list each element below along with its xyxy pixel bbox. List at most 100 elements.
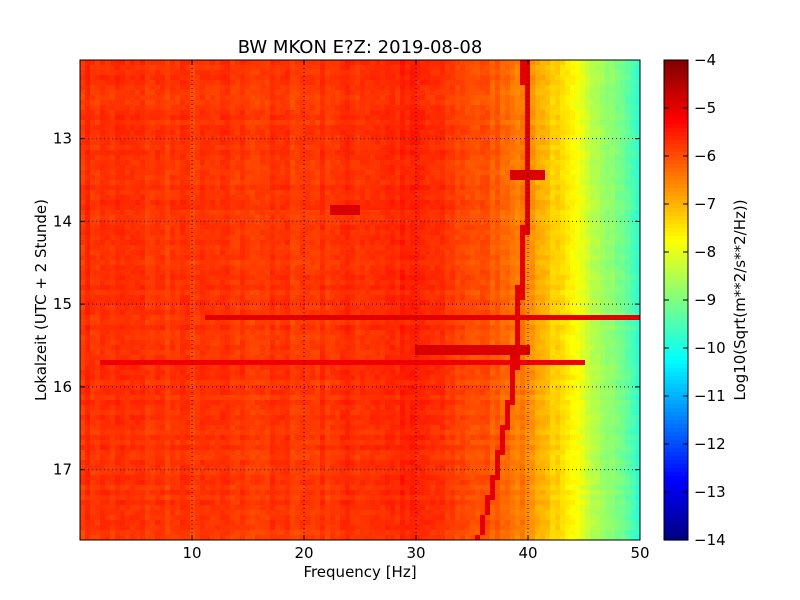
heatmap-cell <box>395 70 401 76</box>
heatmap-cell <box>305 230 311 236</box>
heatmap-cell <box>410 210 416 216</box>
heatmap-cell <box>620 65 626 71</box>
heatmap-cell <box>225 240 231 246</box>
heatmap-cell <box>595 250 601 256</box>
heatmap-cell <box>585 235 591 241</box>
heatmap-cell <box>620 150 626 156</box>
heatmap-cell <box>540 190 546 196</box>
heatmap-cell <box>90 270 96 276</box>
heatmap-cell <box>445 135 451 141</box>
heatmap-cell <box>400 245 406 251</box>
heatmap-cell <box>80 95 86 101</box>
heatmap-cell <box>330 235 336 241</box>
heatmap-cell <box>480 145 486 151</box>
heatmap-cell <box>115 215 121 221</box>
heatmap-cell <box>100 210 106 216</box>
heatmap-cell <box>585 185 591 191</box>
heatmap-cell <box>300 60 306 66</box>
heatmap-cell <box>165 200 171 206</box>
heatmap-cell <box>385 220 391 226</box>
heatmap-cell <box>545 155 551 161</box>
heatmap-cell <box>205 90 211 96</box>
heatmap-cell <box>230 245 236 251</box>
heatmap-cell <box>460 130 466 136</box>
heatmap-cell <box>295 230 301 236</box>
heatmap-cell <box>350 240 356 246</box>
heatmap-cell <box>280 255 286 261</box>
heatmap-cell <box>585 250 591 256</box>
heatmap-cell <box>120 195 126 201</box>
heatmap-cell <box>145 65 151 71</box>
heatmap-cell <box>435 160 441 166</box>
heatmap-cell <box>595 165 601 171</box>
heatmap-cell <box>300 175 306 181</box>
heatmap-cell <box>300 160 306 166</box>
heatmap-cell <box>335 80 341 86</box>
heatmap-cell <box>105 200 111 206</box>
heatmap-cell <box>540 275 546 281</box>
heatmap-cell <box>475 75 481 81</box>
heatmap-cell <box>250 190 256 196</box>
heatmap-cell <box>320 245 326 251</box>
heatmap-cell <box>135 115 141 121</box>
heatmap-cell <box>215 250 221 256</box>
heatmap-cell <box>95 110 101 116</box>
heatmap-cell <box>520 105 526 111</box>
heatmap-cell <box>105 210 111 216</box>
heatmap-cell <box>340 180 346 186</box>
heatmap-cell <box>185 215 191 221</box>
heatmap-cell <box>610 75 616 81</box>
heatmap-cell <box>455 200 461 206</box>
heatmap-cell <box>195 130 201 136</box>
heatmap-cell <box>325 140 331 146</box>
heatmap-cell <box>405 255 411 261</box>
heatmap-cell <box>445 170 451 176</box>
heatmap-cell <box>215 115 221 121</box>
heatmap-cell <box>530 220 536 226</box>
heatmap-cell <box>100 185 106 191</box>
heatmap-cell <box>465 225 471 231</box>
heatmap-cell <box>320 225 326 231</box>
heatmap-cell <box>530 75 536 81</box>
heatmap-cell <box>395 275 401 281</box>
heatmap-cell <box>450 175 456 181</box>
heatmap-cell <box>410 280 416 286</box>
heatmap-cell <box>440 140 446 146</box>
heatmap-cell <box>100 260 106 266</box>
heatmap-cell <box>265 175 271 181</box>
heatmap-cell <box>475 70 481 76</box>
heatmap-cell <box>135 210 141 216</box>
heatmap-cell <box>215 120 221 126</box>
heatmap-cell <box>545 80 551 86</box>
heatmap-cell <box>215 195 221 201</box>
heatmap-cell <box>110 210 116 216</box>
heatmap-cell <box>140 60 146 66</box>
heatmap-cell <box>260 235 266 241</box>
heatmap-cell <box>470 115 476 121</box>
heatmap-cell <box>95 215 101 221</box>
heatmap-cell <box>150 225 156 231</box>
heatmap-cell <box>395 190 401 196</box>
heatmap-cell <box>375 170 381 176</box>
heatmap-cell <box>510 95 516 101</box>
heatmap-cell <box>160 215 166 221</box>
heatmap-cell <box>510 90 516 96</box>
heatmap-cell <box>320 155 326 161</box>
heatmap-cell <box>325 235 331 241</box>
heatmap-cell <box>95 60 101 66</box>
heatmap-cell <box>625 60 631 66</box>
heatmap-cell <box>310 80 316 86</box>
heatmap-cell <box>135 95 141 101</box>
heatmap-cell <box>510 165 516 171</box>
heatmap-cell <box>600 255 606 261</box>
heatmap-cell <box>380 210 386 216</box>
heatmap-cell <box>335 130 341 136</box>
heatmap-cell <box>190 110 196 116</box>
heatmap-cell <box>230 160 236 166</box>
heatmap-cell <box>305 235 311 241</box>
heatmap-cell <box>480 195 486 201</box>
heatmap-cell <box>480 250 486 256</box>
heatmap-cell <box>245 100 251 106</box>
heatmap-cell <box>520 125 526 131</box>
heatmap-cell <box>135 70 141 76</box>
